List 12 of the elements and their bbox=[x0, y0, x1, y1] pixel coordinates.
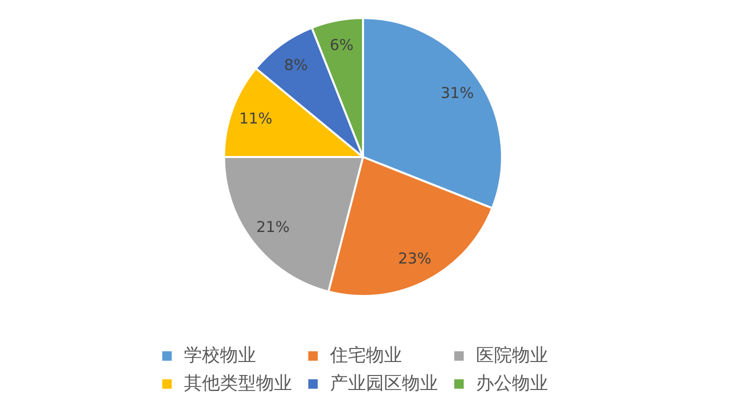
legend-label: 医院物业 bbox=[476, 345, 548, 366]
legend-label: 住宅物业 bbox=[329, 345, 402, 366]
legend-label: 产业园区物业 bbox=[330, 373, 438, 394]
data-label: 6% bbox=[330, 36, 354, 54]
legend-label: 其他类型物业 bbox=[184, 373, 292, 394]
data-label: 31% bbox=[440, 84, 474, 102]
data-label: 8% bbox=[284, 56, 308, 74]
data-label: 11% bbox=[239, 109, 272, 128]
legend-label: 学校物业 bbox=[184, 345, 256, 366]
data-label: 21% bbox=[256, 218, 290, 236]
data-label: 23% bbox=[398, 250, 432, 268]
legend-label: 办公物业 bbox=[476, 373, 548, 394]
